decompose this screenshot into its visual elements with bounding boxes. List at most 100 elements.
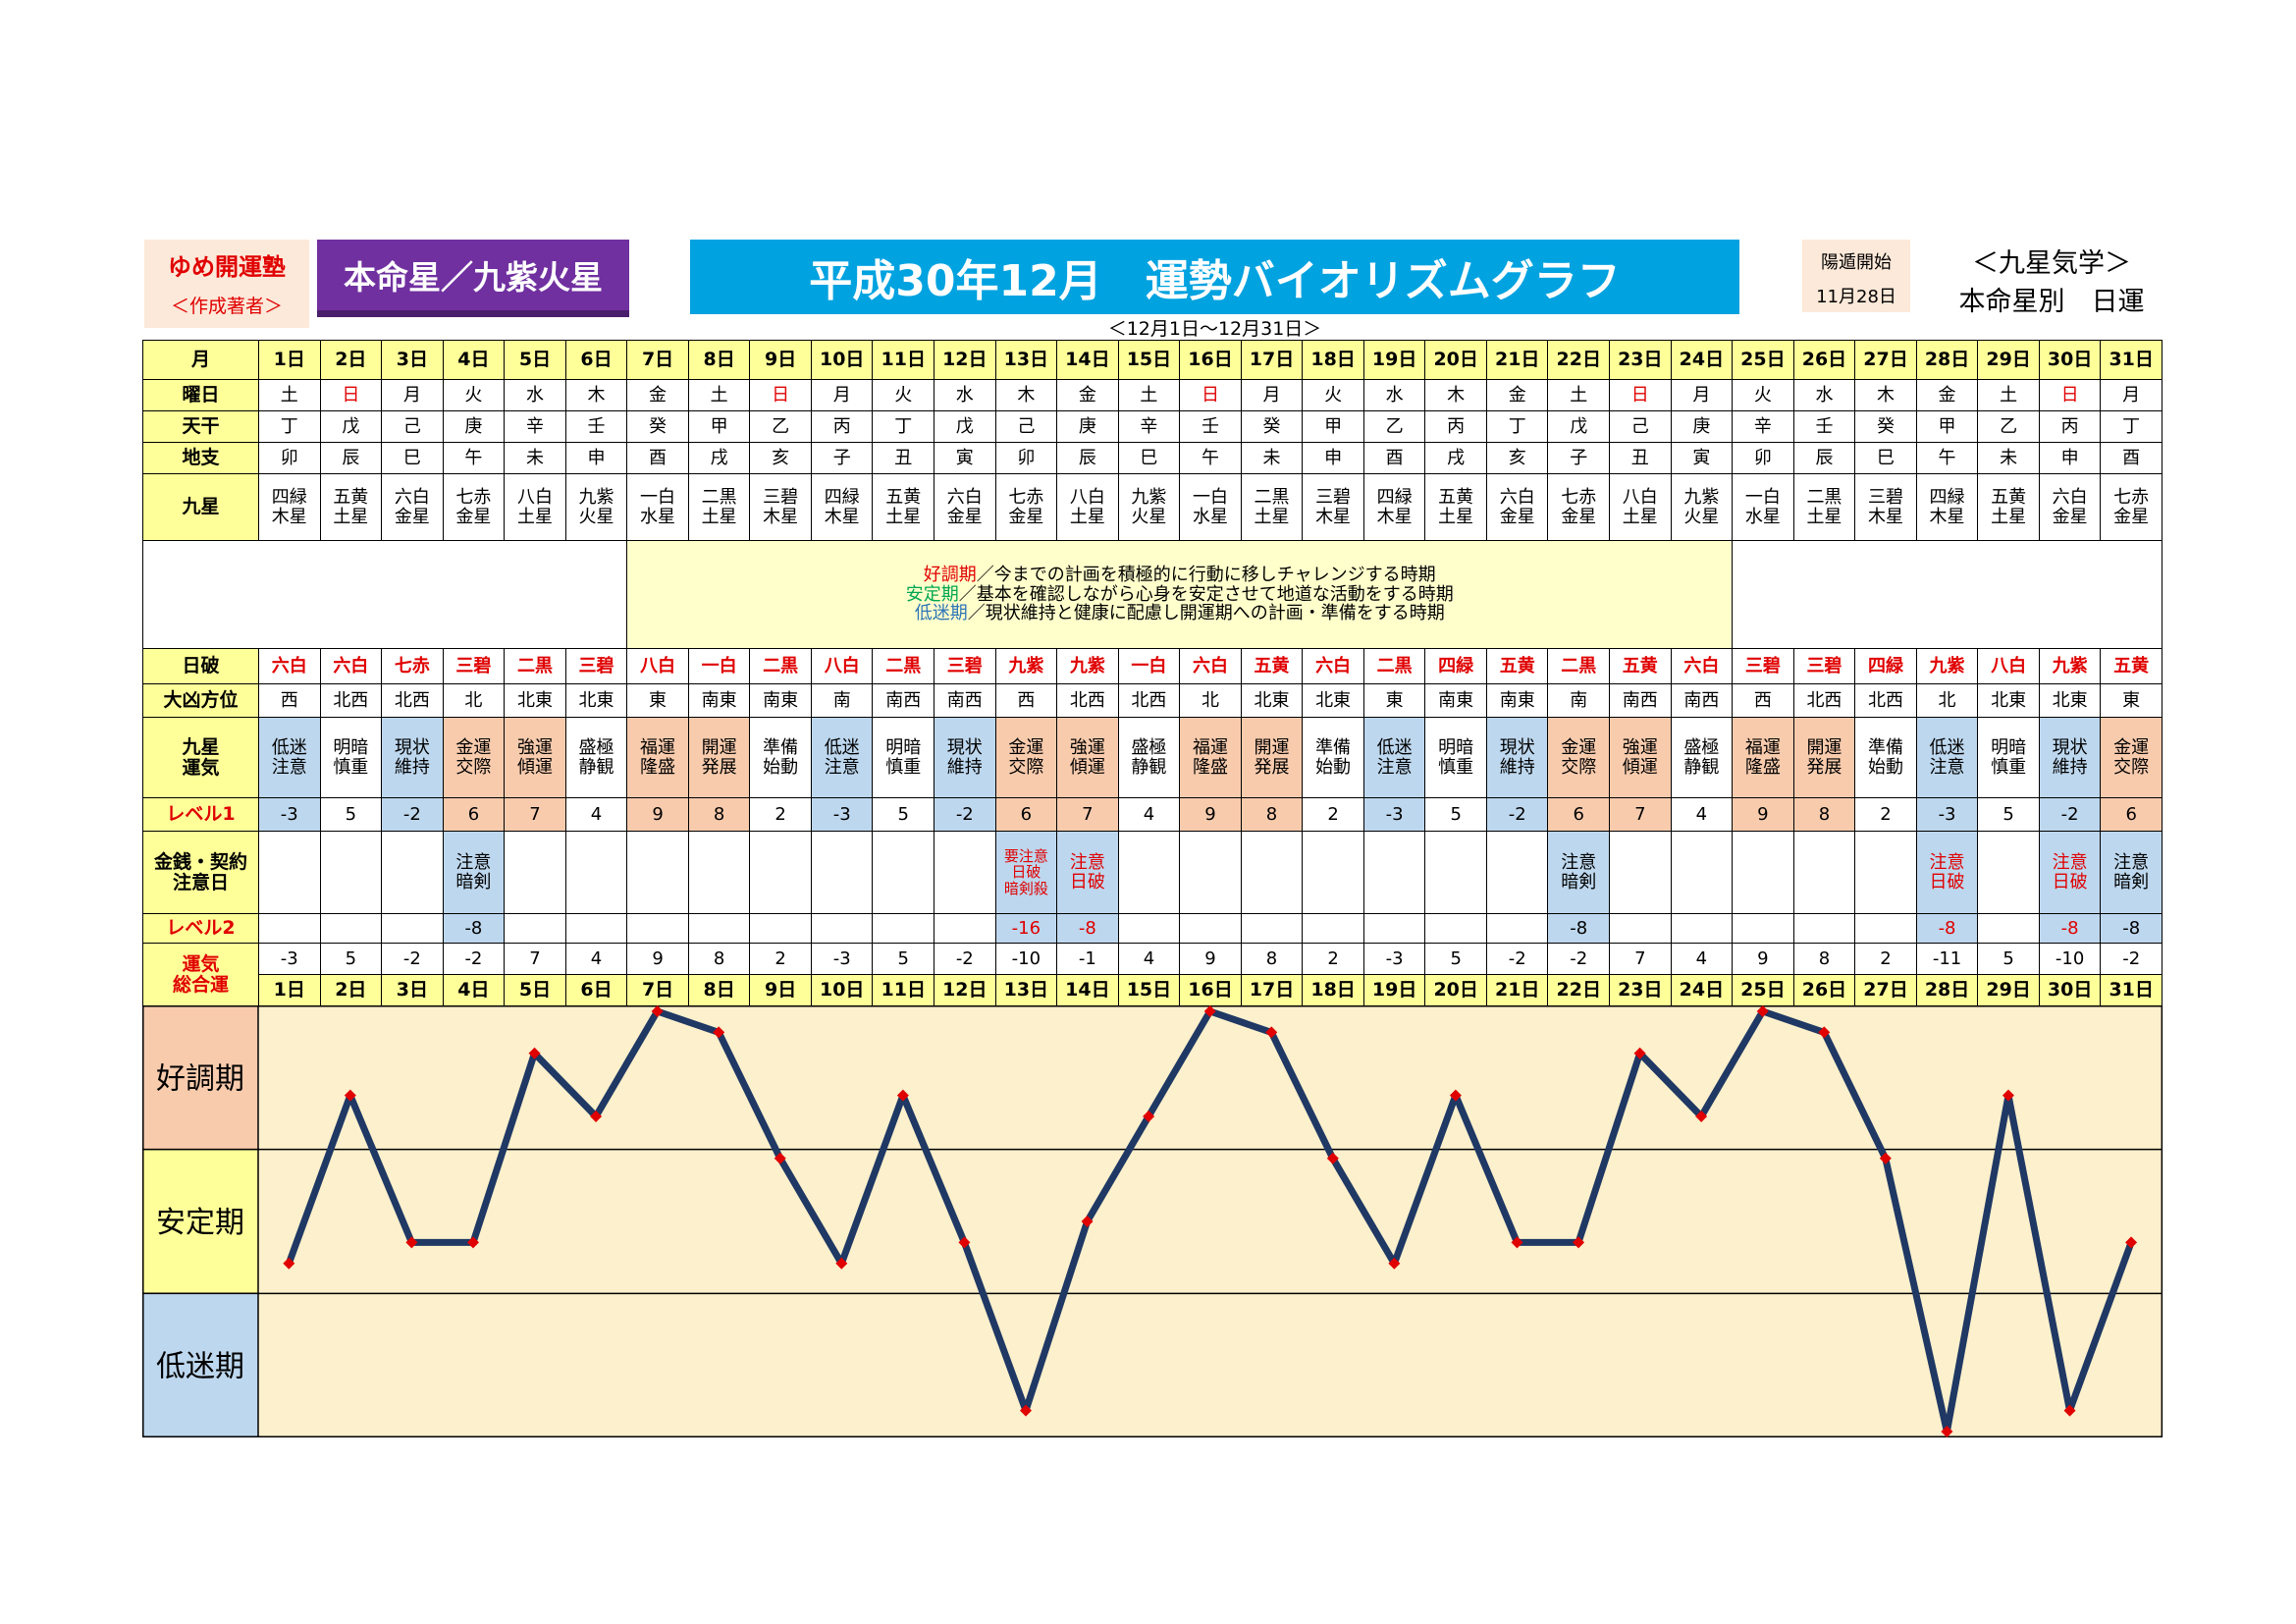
fortune-cell: 盛極 静観 — [1670, 717, 1734, 798]
chishi-cell: 巳 — [1854, 442, 1917, 474]
tenkan-cell: 辛 — [504, 410, 566, 443]
level2-cell — [1732, 913, 1794, 944]
fortune-cell: 盛極 静観 — [564, 717, 628, 798]
fortune-line: 盛極 — [1683, 736, 1720, 758]
fortune-cell: 低迷 注意 — [258, 717, 321, 798]
day-header: 14日 — [1056, 340, 1119, 380]
tenkan-cell: 辛 — [1117, 410, 1181, 443]
kyusei-line: 木星 — [1376, 506, 1413, 527]
weekday-cell: 月 — [810, 379, 874, 411]
daikyo-cell: 南 — [810, 683, 874, 718]
day-footer: 14日 — [1056, 974, 1119, 1006]
fortune-line: 低迷 — [271, 736, 307, 758]
day-footer: 20日 — [1424, 974, 1487, 1006]
weekday-cell: 土 — [258, 379, 321, 411]
day-header: 16日 — [1179, 340, 1242, 380]
day-footer: 6日 — [564, 974, 628, 1006]
kyusei-cell: 七赤 金星 — [1547, 473, 1611, 541]
chishi-cell: 酉 — [1362, 442, 1426, 474]
day-header: 2日 — [319, 340, 383, 380]
fortune-line: 強運 — [1622, 736, 1658, 758]
day-footer: 16日 — [1179, 974, 1242, 1006]
fortune-line: 傾運 — [1069, 756, 1105, 778]
daikyo-cell: 北東 — [1302, 683, 1364, 718]
nippa-cell: 二黒 — [749, 648, 812, 684]
kyusei-line: 五黄 — [885, 486, 922, 508]
total-cell: 2 — [1854, 943, 1917, 975]
total-cell: 9 — [1732, 943, 1794, 975]
fortune-line: 始動 — [763, 756, 799, 778]
caution-cell — [1117, 831, 1181, 914]
level2-cell — [1670, 913, 1734, 944]
kyusei-line: 六白 — [1499, 486, 1535, 508]
caution-cell — [1302, 831, 1364, 914]
data-point — [2125, 1236, 2138, 1249]
kyusei-label: ＜九星気学＞ — [1972, 248, 2131, 279]
kyusei-line: 五黄 — [1438, 486, 1474, 508]
nippa-cell: 六白 — [1302, 648, 1364, 684]
nippa-cell: 二黒 — [1547, 648, 1611, 684]
chishi-cell: 酉 — [626, 442, 689, 474]
nippa-cell: 一白 — [687, 648, 751, 684]
nippa-label: 日破 — [142, 648, 259, 684]
weekday-cell: 月 — [2100, 379, 2163, 411]
fortune-line: 交際 — [455, 756, 492, 778]
kyusei-cell: 六白 金星 — [1485, 473, 1549, 541]
legend-line: 安定期／基本を確認しながら心身を安定させて地道な活動をする時期 — [628, 583, 1732, 605]
weekday-label-row: 曜日土日月火水木金土日月火水木金土日月火水木金土日月火水木金土日月 — [142, 379, 2163, 411]
day-header: 24日 — [1670, 340, 1734, 380]
chishi-cell: 申 — [564, 442, 628, 474]
level2-cell — [1362, 913, 1426, 944]
caution-cell — [1362, 831, 1426, 914]
kyusei-line: 木星 — [763, 506, 799, 527]
tenkan-cell: 甲 — [1915, 410, 1979, 443]
fortune-line: 静観 — [1131, 756, 1167, 778]
nippa-cell: 九紫 — [1056, 648, 1119, 684]
caution-cell — [1424, 831, 1487, 914]
fortune-label-line: 九星 — [182, 735, 220, 758]
kyusei-cell: 七赤 金星 — [994, 473, 1058, 541]
level2-cell — [1609, 913, 1672, 944]
nippa-cell: 六白 — [258, 648, 321, 684]
daikyo-cell: 北西 — [319, 683, 383, 718]
kyusei-line: 三碧 — [1867, 486, 1903, 508]
total-cell: 5 — [872, 943, 935, 975]
level1-cell: 5 — [1977, 797, 2040, 832]
weekday-cell: 日 — [319, 379, 383, 411]
day-footer: 28日 — [1915, 974, 1979, 1006]
level2-cell — [1179, 913, 1242, 944]
chishi-cell: 卯 — [258, 442, 321, 474]
fortune-line: 交際 — [1008, 756, 1044, 778]
caution-line: 暗剣 — [455, 871, 492, 893]
legend-key: 安定期 — [905, 583, 959, 605]
day-footer: 10日 — [810, 974, 874, 1006]
level2-cell — [319, 913, 383, 944]
daikyo-cell: 東 — [626, 683, 689, 718]
kyusei-line: 七赤 — [2113, 486, 2150, 508]
caution-line: 日破 — [1069, 871, 1105, 893]
day-footer: 15日 — [1117, 974, 1181, 1006]
day-footer: 12日 — [934, 974, 996, 1006]
fortune-cell: 低迷 注意 — [1915, 717, 1979, 798]
fortune-line: 準備 — [1867, 736, 1903, 758]
daikyo-cell: 北東 — [564, 683, 628, 718]
day-footer: 3日 — [381, 974, 444, 1006]
kyusei-line: 金星 — [2113, 506, 2150, 527]
fortune-cell: 強運 傾運 — [1056, 717, 1119, 798]
fortune-line: 隆盛 — [1192, 756, 1228, 778]
tenkan-cell: 丙 — [810, 410, 874, 443]
total-cell: 8 — [1792, 943, 1856, 975]
nippa-cell: 九紫 — [2038, 648, 2102, 684]
nippa-cell: 二黒 — [872, 648, 935, 684]
nippa-label-row: 日破 六白 六白 七赤 三碧 二黒 三碧 八白 一白 二黒 八白 二黒 三碧 九紫 九紫 一白 六白 五黄 六白 二黒… — [142, 648, 2163, 684]
total-cell: 4 — [1670, 943, 1734, 975]
kyusei-cell: 四緑 木星 — [1362, 473, 1426, 541]
fortune-line: 現状 — [394, 736, 430, 758]
fortune-line: 慎重 — [333, 756, 369, 778]
caution-cell — [1485, 831, 1549, 914]
weekday-cell: 日 — [1179, 379, 1242, 411]
caution-cell: 注意 暗剣 — [1547, 831, 1611, 914]
level1-cell: 9 — [626, 797, 689, 832]
band-label: 低迷期 — [156, 1350, 244, 1384]
data-point — [835, 1257, 848, 1270]
